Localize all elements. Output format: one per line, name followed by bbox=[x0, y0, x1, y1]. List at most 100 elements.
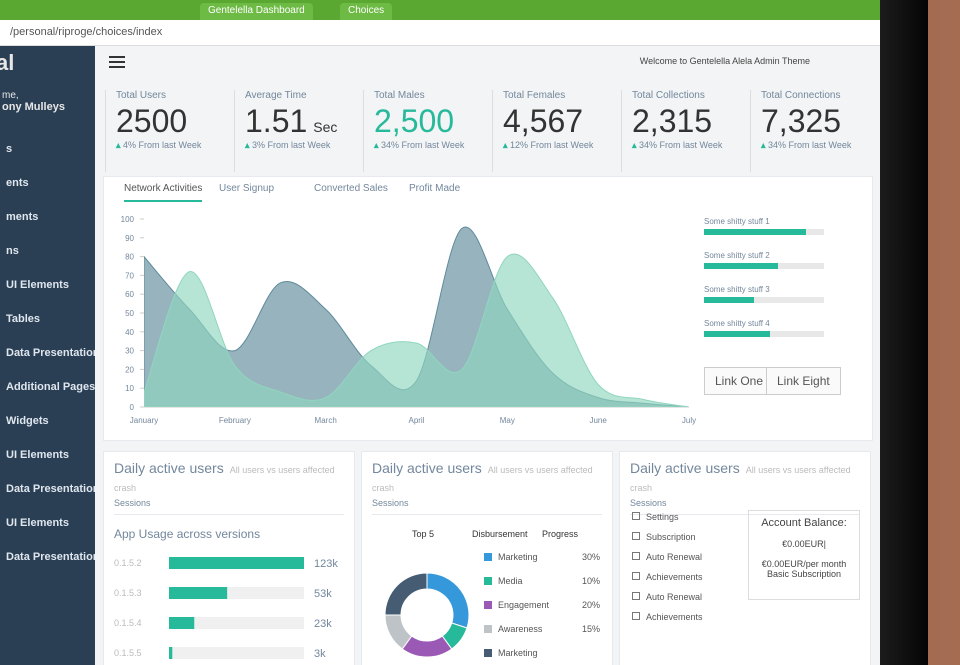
menu-toggle[interactable] bbox=[109, 56, 125, 68]
x-tick-label: January bbox=[130, 416, 158, 425]
usage-bars: 0.1.5.2 123k 0.1.5.3 53k 0.1.5.4 23k 0.1.5.5 3k bbox=[114, 557, 338, 660]
account-card: Daily active users All users vs users aff… bbox=[619, 451, 871, 665]
menu-item[interactable]: Auto Renewal bbox=[632, 592, 742, 612]
y-tick-label: 90 bbox=[125, 234, 134, 243]
stat-number: 7,325 bbox=[761, 103, 842, 139]
welcome: Welcome to Gentelella Alela Admin Theme bbox=[639, 56, 810, 66]
y-tick-label: 10 bbox=[125, 384, 134, 393]
x-tick-label: May bbox=[500, 416, 515, 425]
menu-item[interactable]: Data Presentation bbox=[6, 551, 95, 563]
change-text: 3% From last Week bbox=[252, 140, 331, 150]
progress-item: Some shitty stuff 1 bbox=[704, 217, 854, 235]
area bbox=[144, 253, 689, 407]
legend-value: 30% bbox=[582, 552, 600, 562]
legend-swatch bbox=[484, 601, 492, 609]
chart-panel: Network Activities User Signup Converted S… bbox=[103, 176, 873, 441]
tab[interactable]: Network Activities bbox=[124, 183, 203, 202]
menu-item[interactable]: Data Presentation bbox=[6, 483, 95, 495]
menu-item[interactable]: ments bbox=[6, 211, 39, 223]
menu-item[interactable]: Auto Renewal bbox=[632, 552, 742, 572]
card-title: Daily active users bbox=[630, 460, 740, 476]
menu-label: Auto Renewal bbox=[646, 552, 703, 562]
x-tick-label: February bbox=[219, 416, 251, 425]
y-tick-label: 20 bbox=[125, 365, 134, 374]
legend-value: 10% bbox=[582, 576, 600, 586]
menu-item[interactable]: Subscription bbox=[632, 532, 742, 552]
menu-item[interactable]: Data Presentation bbox=[6, 347, 95, 359]
menu-item[interactable]: Achievements bbox=[632, 572, 742, 592]
stat-label: Total Collections bbox=[632, 90, 705, 101]
stat-number: 2,500 bbox=[374, 103, 455, 139]
change-text: 12% From last Week bbox=[510, 140, 594, 150]
menu-item[interactable]: Achievements bbox=[632, 612, 742, 632]
x-tick-label: April bbox=[408, 416, 424, 425]
version-label: 0.1.5.2 bbox=[114, 558, 142, 568]
y-tick-label: 70 bbox=[125, 271, 134, 280]
usage-heading: App Usage across versions bbox=[114, 527, 261, 541]
legend-value: 20% bbox=[582, 600, 600, 610]
menu-item[interactable]: UI Elements bbox=[6, 449, 69, 461]
arrow-icon: ▴ bbox=[761, 140, 769, 150]
legend-swatch bbox=[484, 577, 492, 585]
progress-item: Some shitty stuff 2 bbox=[704, 251, 854, 269]
link-button[interactable]: Link One bbox=[704, 367, 775, 395]
menu-item[interactable]: Tables bbox=[6, 313, 41, 325]
menu-item[interactable]: Additional Pages bbox=[6, 381, 95, 393]
progress-track bbox=[704, 297, 824, 303]
y-tick-label: 100 bbox=[121, 215, 135, 224]
stat-label: Total Males bbox=[374, 90, 425, 101]
icon bbox=[632, 512, 640, 520]
stat-value: 2,315 bbox=[632, 103, 749, 140]
card-note: All users vs users affected crash bbox=[372, 465, 593, 493]
column-header: Top 5 bbox=[412, 529, 434, 539]
balance: €0.00EUR| bbox=[782, 539, 826, 549]
browser-tab[interactable]: Choices bbox=[340, 3, 393, 20]
progress-label: Some shitty stuff 4 bbox=[704, 319, 770, 328]
menu-item[interactable]: s bbox=[6, 143, 13, 155]
usage-card: Daily active users All users vs users aff… bbox=[103, 451, 355, 665]
menu-item[interactable]: ns bbox=[6, 245, 19, 257]
stat: Total Users 2500 ▴ 4% From last Week bbox=[105, 90, 233, 172]
bar bbox=[169, 617, 195, 629]
menu-item[interactable]: UI Elements bbox=[6, 279, 69, 291]
stat-number: 4,567 bbox=[503, 103, 584, 139]
menu-item[interactable]: Widgets bbox=[6, 415, 49, 427]
menu-item[interactable]: UI Elements bbox=[6, 517, 69, 529]
bar-track bbox=[169, 647, 304, 659]
stat: Total Females 4,567 ▴ 12% From last Week bbox=[492, 90, 620, 172]
menu-item[interactable]: ents bbox=[6, 177, 29, 189]
y-tick-label: 50 bbox=[125, 309, 134, 318]
stat-number: 2500 bbox=[116, 103, 188, 139]
bar-track bbox=[169, 617, 304, 629]
arrow-icon: ▴ bbox=[374, 140, 382, 150]
tab[interactable]: Profit Made bbox=[409, 183, 461, 194]
progress-track bbox=[704, 263, 824, 269]
legend-swatch bbox=[484, 553, 492, 561]
y-tick-label: 60 bbox=[125, 290, 134, 299]
sidebar: al me, ony Mulleys s ents ments ns UI Elemen… bbox=[0, 46, 95, 665]
progress-item: Some shitty stuff 4 bbox=[704, 319, 854, 337]
menu-item[interactable]: Settings bbox=[632, 512, 742, 532]
y-tick-label: 40 bbox=[125, 328, 134, 337]
stat: Average Time 1.51 Sec ▴ 3% From last Week bbox=[234, 90, 362, 172]
link-button[interactable]: Link Eight bbox=[766, 367, 841, 395]
arrow-icon: ▴ bbox=[632, 140, 640, 150]
y-tick-label: 30 bbox=[125, 347, 134, 356]
stat-number: 1.51 bbox=[245, 103, 308, 139]
legend-swatch bbox=[484, 649, 492, 657]
address-bar[interactable]: /personal/riproge/choices/index bbox=[0, 20, 880, 46]
browser-tab[interactable]: Gentelella Dashboard bbox=[200, 3, 313, 20]
icon bbox=[632, 612, 640, 620]
url: /personal/riproge/choices/index bbox=[10, 26, 163, 38]
version-label: 0.1.5.5 bbox=[114, 648, 142, 658]
stat-label: Average Time bbox=[245, 90, 307, 101]
laptop-bezel bbox=[880, 0, 928, 665]
tab[interactable]: User Signup bbox=[219, 183, 275, 194]
progress-label: Some shitty stuff 2 bbox=[704, 251, 770, 260]
progress-bar bbox=[704, 297, 755, 303]
version-label: 0.1.5.3 bbox=[114, 588, 142, 598]
change-text: 34% From last Week bbox=[639, 140, 723, 150]
stat: Total Connections 7,325 ▴ 34% From last We… bbox=[750, 90, 878, 172]
legend-label: Engagement bbox=[498, 600, 550, 610]
tab[interactable]: Converted Sales bbox=[314, 183, 388, 194]
